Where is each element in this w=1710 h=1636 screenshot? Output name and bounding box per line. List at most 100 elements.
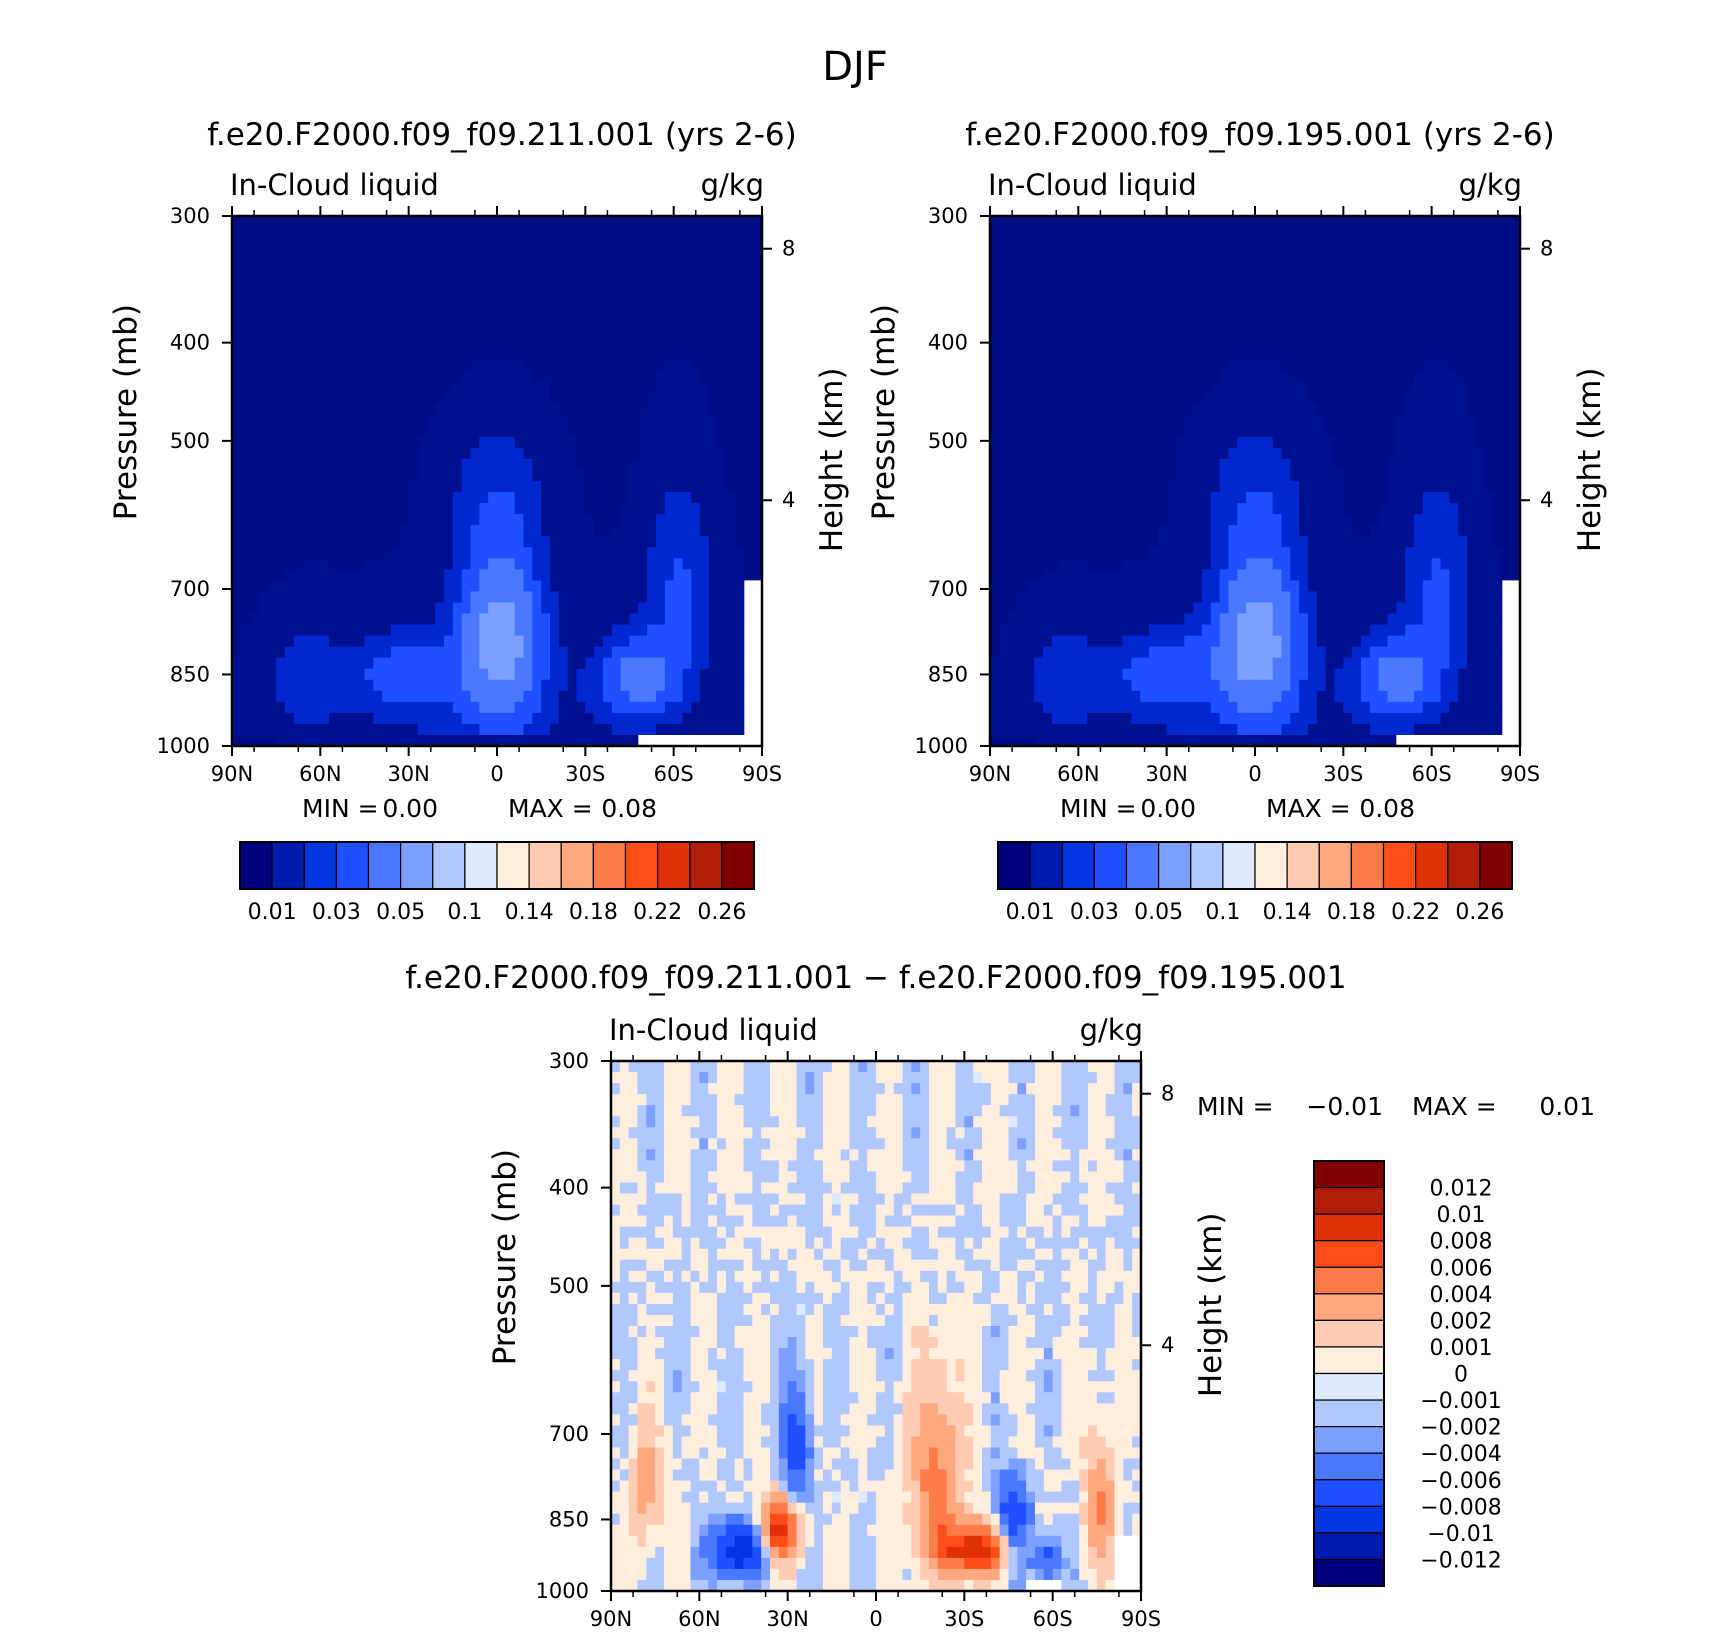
heatmap-cell xyxy=(1025,282,1035,294)
heatmap-cell xyxy=(647,304,657,316)
heatmap-cell xyxy=(1290,436,1300,449)
heatmap-cell xyxy=(576,712,586,725)
heatmap-cell xyxy=(1104,425,1115,438)
heatmap-cell xyxy=(744,249,754,261)
heatmap-cell xyxy=(709,481,719,493)
heatmap-cell xyxy=(647,580,657,593)
heatmap-cell xyxy=(726,436,737,449)
heatmap-cell xyxy=(1299,536,1309,548)
heatmap-cell xyxy=(285,392,295,405)
heatmap-cell xyxy=(293,348,304,361)
heatmap-cell xyxy=(611,447,622,460)
heatmap-cell xyxy=(709,613,719,626)
heatmap-cell xyxy=(629,701,639,714)
heatmap-cell xyxy=(408,249,419,261)
heatmap-cell xyxy=(293,613,304,626)
heatmap-cell xyxy=(656,712,666,725)
heatmap-cell xyxy=(373,337,383,350)
heatmap-cell xyxy=(497,569,507,581)
heatmap-cell xyxy=(452,514,463,526)
heatmap-cell xyxy=(417,249,427,261)
heatmap-cell xyxy=(408,591,419,604)
heatmap-cell xyxy=(311,260,321,272)
heatmap-cell xyxy=(1246,668,1256,681)
heatmap-cell xyxy=(417,503,427,515)
heatmap-cell xyxy=(249,536,260,548)
heatmap-cell xyxy=(673,337,684,350)
heatmap-cell xyxy=(629,260,639,272)
heatmap-cell xyxy=(1034,481,1044,493)
heatmap-cell xyxy=(990,326,1000,339)
heatmap-cell xyxy=(1228,547,1238,559)
heatmap-cell xyxy=(444,525,454,537)
heatmap-cell xyxy=(452,359,463,372)
heatmap-cell xyxy=(1299,547,1309,559)
heatmap-cell xyxy=(998,734,1009,747)
heatmap-cell xyxy=(1051,414,1062,427)
heatmap-cell xyxy=(1140,315,1150,328)
heatmap-cell xyxy=(293,602,304,615)
heatmap-cell xyxy=(355,469,366,482)
heatmap-cell xyxy=(1166,613,1177,626)
heatmap-cell xyxy=(1104,712,1115,725)
heatmap-cell xyxy=(1060,679,1071,692)
heatmap-cell xyxy=(1228,558,1238,570)
heatmap-cell xyxy=(691,481,701,493)
heatmap-cell xyxy=(488,624,498,637)
heatmap-cell xyxy=(541,668,551,681)
heatmap-cell xyxy=(391,481,401,493)
heatmap-cell xyxy=(382,414,392,427)
heatmap-cell xyxy=(523,734,533,747)
heatmap-cell xyxy=(1228,503,1238,515)
heatmap-cell xyxy=(656,216,666,228)
heatmap-cell xyxy=(1043,249,1053,261)
heatmap-cell xyxy=(1069,447,1079,460)
heatmap-cell xyxy=(1325,701,1336,714)
heatmap-cell xyxy=(355,580,366,593)
heatmap-cell xyxy=(240,436,251,449)
heatmap-cell xyxy=(1078,337,1088,350)
heatmap-cell xyxy=(346,514,357,526)
heatmap-cell xyxy=(567,260,578,272)
heatmap-cell xyxy=(1087,469,1097,482)
heatmap-cell xyxy=(1325,536,1336,548)
heatmap-cell xyxy=(700,469,710,482)
heatmap-cell xyxy=(293,249,304,261)
heatmap-cell xyxy=(1034,216,1044,228)
heatmap-cell xyxy=(444,558,454,570)
heatmap-cell xyxy=(664,646,675,659)
heatmap-cell xyxy=(461,657,472,670)
heatmap-cell xyxy=(293,635,304,648)
heatmap-cell xyxy=(267,414,277,427)
heatmap-cell xyxy=(682,293,692,305)
heatmap-cell xyxy=(620,723,631,736)
heatmap-cell xyxy=(1140,216,1150,228)
colorbar-swatch xyxy=(400,841,434,890)
heatmap-cell xyxy=(629,569,639,581)
heatmap-cell xyxy=(408,238,419,250)
heatmap-cell xyxy=(1096,447,1106,460)
heatmap-cell xyxy=(505,547,516,559)
heatmap-cell xyxy=(682,271,692,283)
heatmap-cell xyxy=(1290,624,1300,637)
heatmap-cell xyxy=(311,227,321,239)
heatmap-cell xyxy=(594,734,604,747)
heatmap-cell xyxy=(753,723,763,736)
heatmap-cell xyxy=(488,227,498,239)
heatmap-cell xyxy=(1096,580,1106,593)
heatmap-cell xyxy=(1246,503,1256,515)
heatmap-cell xyxy=(276,315,286,328)
heatmap-cell xyxy=(346,503,357,515)
heatmap-cell xyxy=(1352,547,1362,559)
heatmap-cell xyxy=(1343,679,1353,692)
heatmap-cell xyxy=(1246,734,1256,747)
heatmap-cell xyxy=(691,216,701,228)
heatmap-cell xyxy=(735,657,745,670)
heatmap-cell xyxy=(382,602,392,615)
heatmap-cell xyxy=(364,536,374,548)
heatmap-cell xyxy=(1299,469,1309,482)
heatmap-cell xyxy=(391,712,401,725)
heatmap-cell xyxy=(461,492,472,504)
heatmap-cell xyxy=(488,315,498,328)
heatmap-cell xyxy=(1316,723,1327,736)
